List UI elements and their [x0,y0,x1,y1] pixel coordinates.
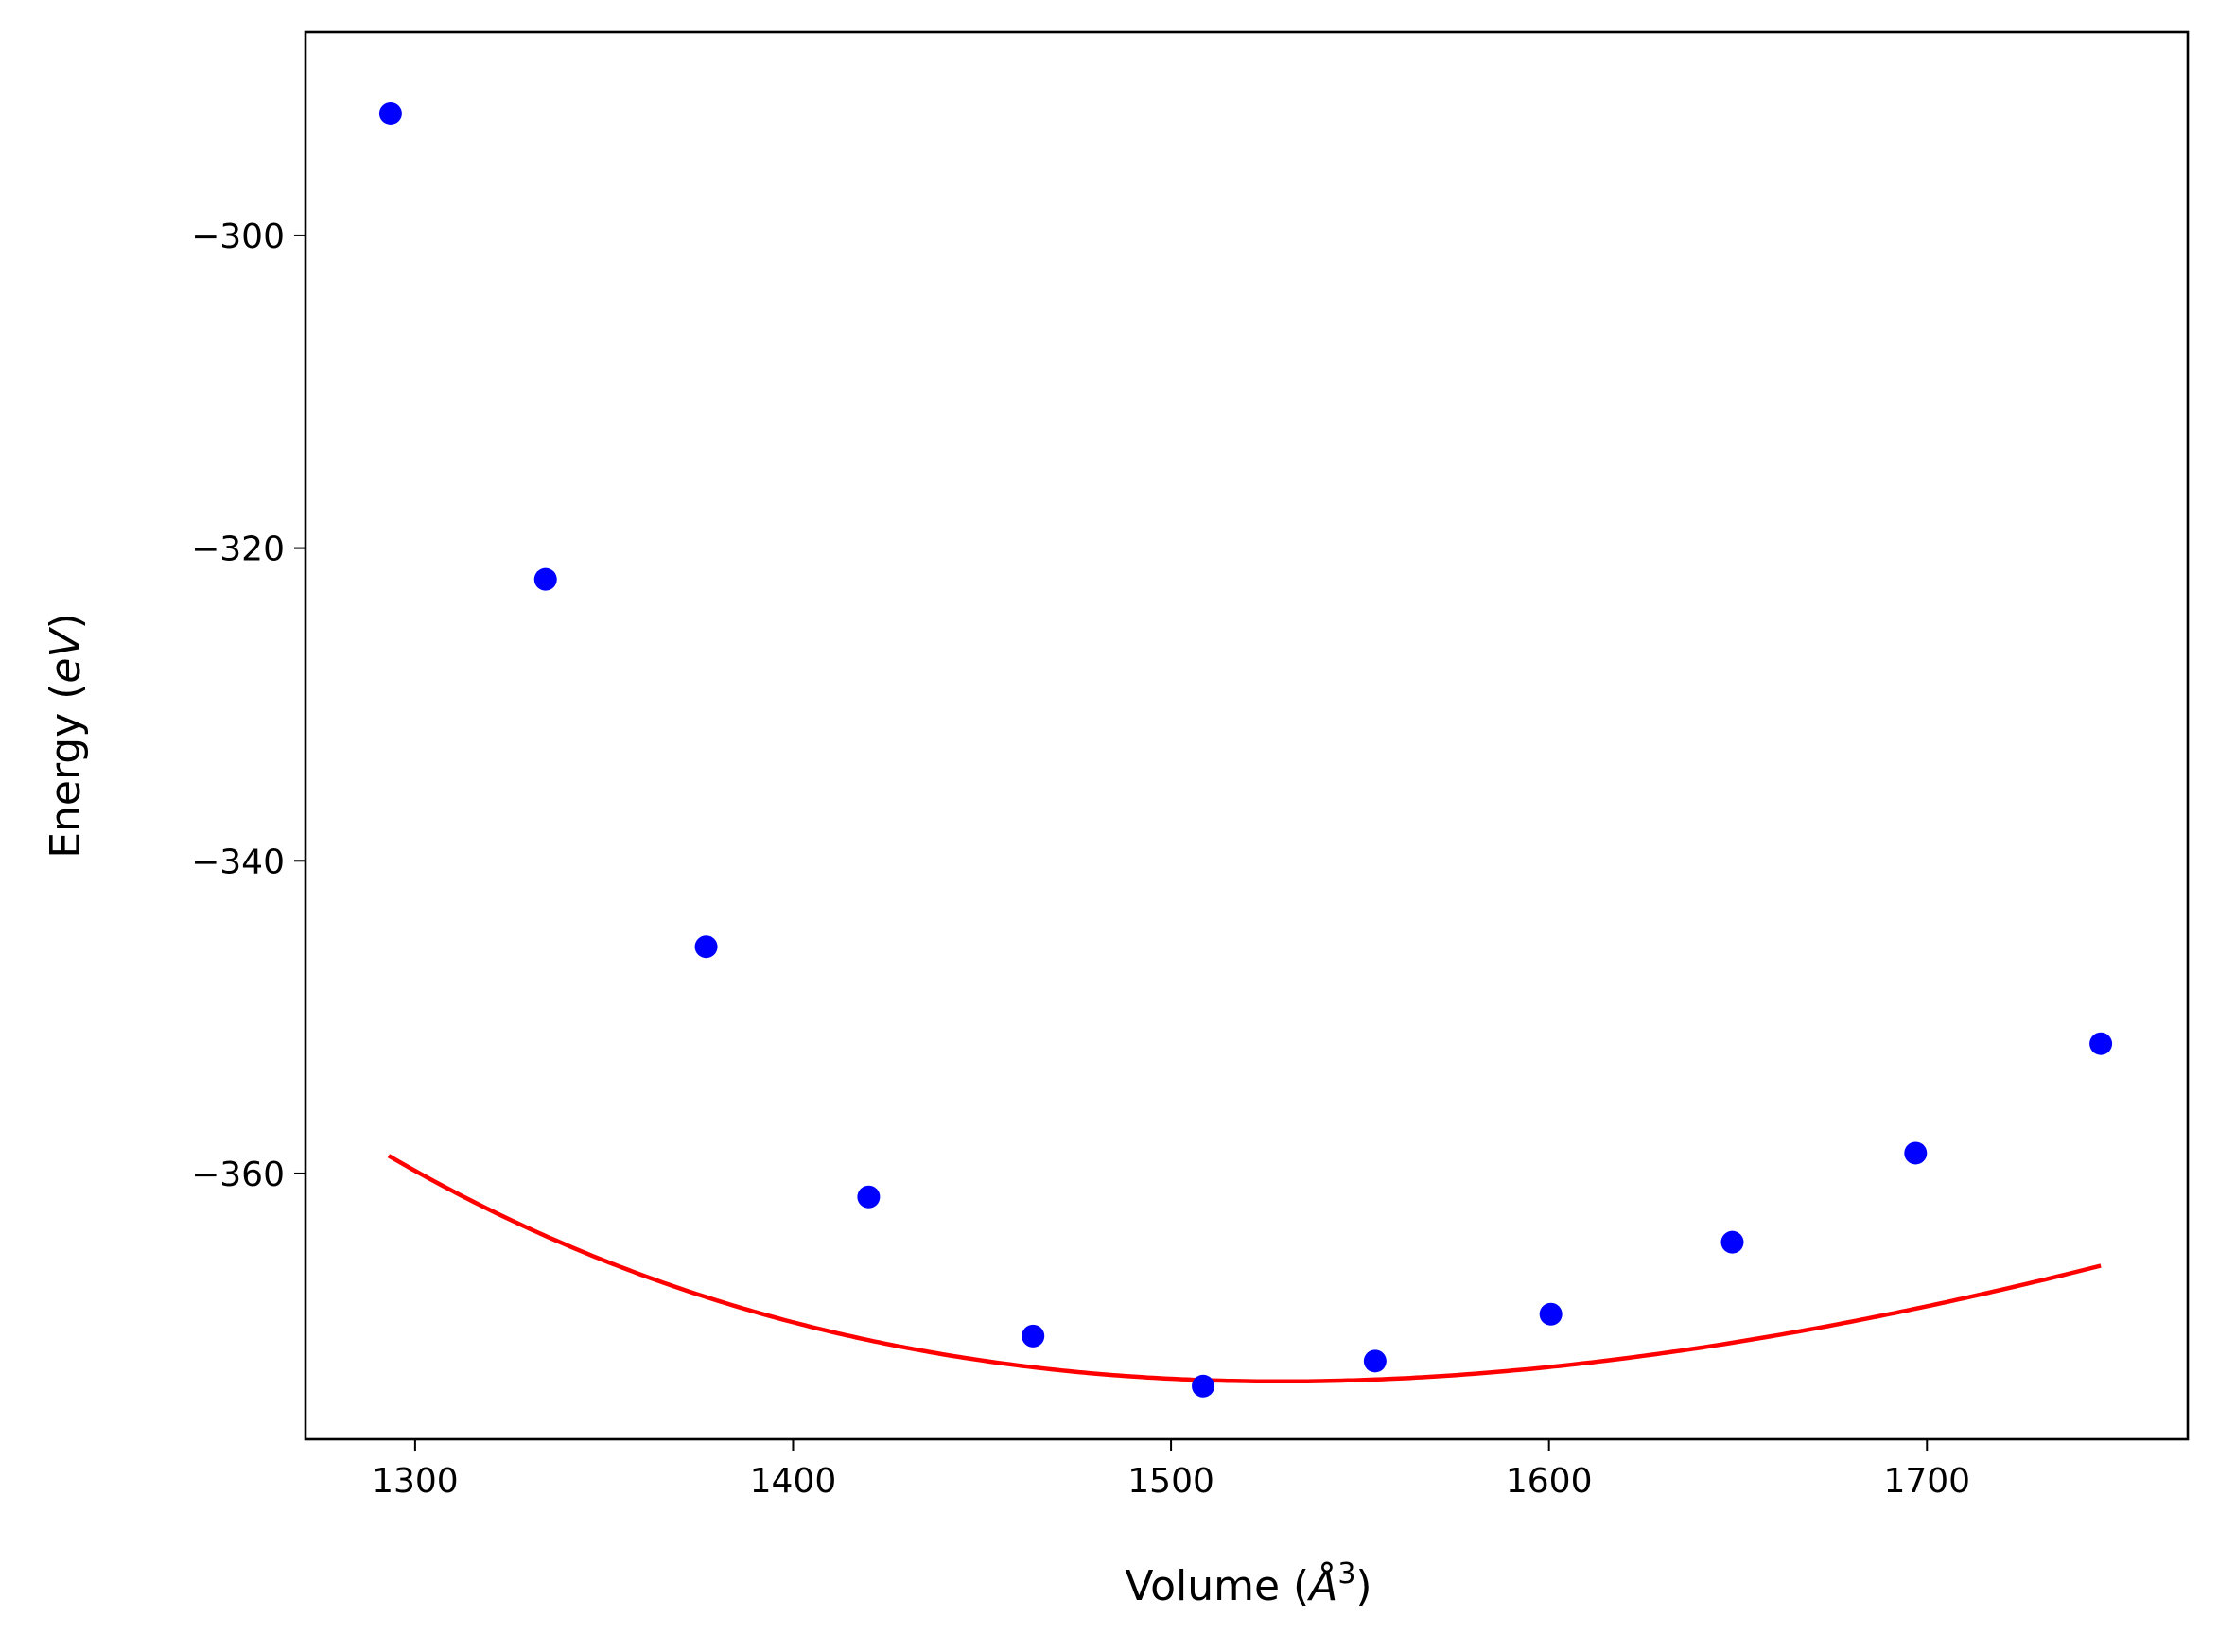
y-tick-label: −300 [191,217,285,256]
plot-frame [304,30,2190,1441]
data-point [1720,1230,1744,1254]
x-tick-label: 1700 [1883,1462,1970,1501]
data-point [1904,1141,1928,1165]
y-axis-label: Energy (eV) [42,613,90,859]
data-point [1363,1349,1387,1373]
y-tick-label: −320 [191,530,285,569]
data-point [533,567,557,591]
data-point [1192,1374,1215,1398]
data-point [2089,1032,2113,1055]
x-tick-label: 1600 [1506,1462,1593,1501]
y-tick-label: −360 [191,1156,285,1194]
x-tick-label: 1500 [1127,1462,1214,1501]
fit-curve [387,1154,2102,1384]
x-tick-label: 1300 [372,1462,459,1501]
data-point [1022,1324,1045,1348]
x-tick-label: 1400 [750,1462,837,1501]
data-point [694,935,718,959]
data-point [378,101,402,125]
x-axis-label: Volume (Å3) [1125,1557,1371,1610]
data-point [1539,1302,1563,1326]
y-tick-label: −340 [191,843,285,881]
data-point [857,1185,881,1209]
